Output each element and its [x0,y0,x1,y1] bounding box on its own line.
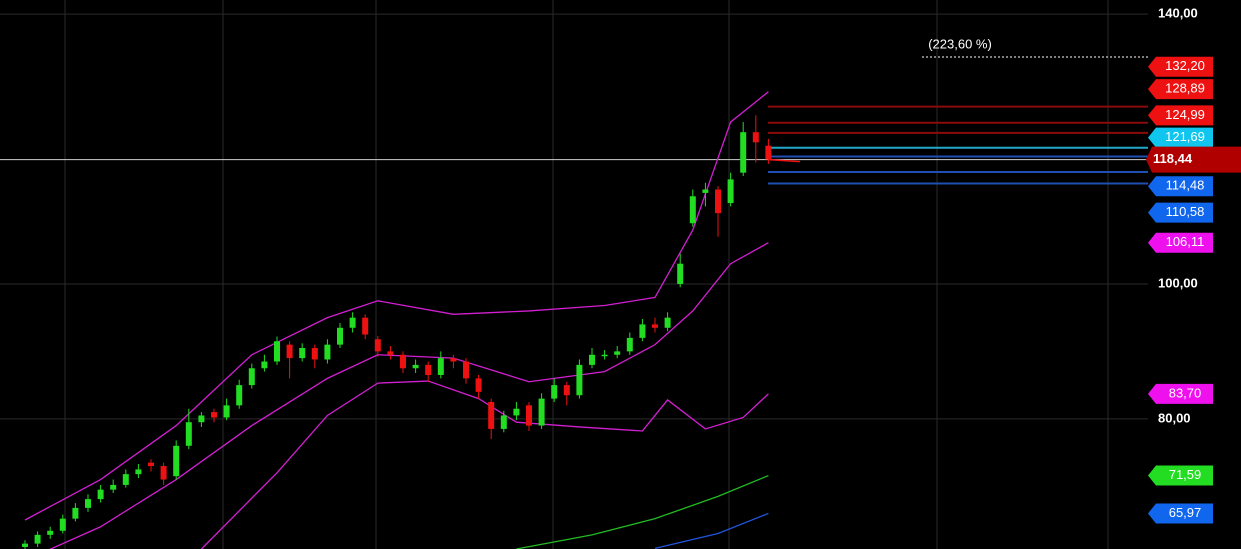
y-tick-label: 140,00 [1158,6,1198,21]
price-tag-label: 71,59 [1169,467,1202,482]
candle-body [324,344,331,360]
candle-body [211,412,217,418]
indicator-line [516,474,769,549]
candle-body [148,462,154,467]
candle-body [614,351,621,355]
price-tag [1148,56,1213,77]
candle-body [563,385,570,396]
candle-body [248,368,255,386]
price-tag [1148,383,1213,404]
candle-body [526,405,532,426]
candle-body [765,145,772,160]
candle-body [85,499,91,508]
candle-body [122,474,129,485]
candle-body [677,263,684,284]
candle-body [500,415,507,429]
candle-body [59,518,66,531]
candle-body [513,408,520,416]
candle-body [135,469,142,475]
candle-body [72,507,79,519]
indicator-line [24,91,769,521]
candle-body [47,530,54,535]
price-tag-label: 65,97 [1169,505,1202,520]
last-price-tag [1146,146,1241,173]
candle-body [752,132,759,143]
annotation: (223,60 %) [928,36,992,51]
candle-body [639,324,646,338]
price-tag-label: 124,99 [1165,107,1205,122]
price-tag-label: 83,70 [1169,385,1202,400]
candle-body [299,348,306,359]
price-tag-label: 106,11 [1166,234,1205,249]
candle-body [274,341,280,362]
candle-body [702,189,709,193]
candle-body [374,339,381,352]
last-price-tail [768,158,801,163]
candle-body [589,354,595,365]
candle-body [689,196,696,224]
price-tag [1148,232,1213,253]
y-tick-label: 100,00 [1158,275,1198,290]
price-tag-label: 132,20 [1165,58,1205,73]
candle-body [576,364,583,396]
candle-body [475,378,482,392]
indicator-line [654,512,769,549]
time-grid [64,0,1109,549]
candle-body [538,398,545,426]
indicator-line [200,380,769,549]
price-tag [1148,127,1213,148]
candle-body [652,324,658,328]
candle-body [198,415,205,423]
candle-body [715,189,721,214]
candle-body [387,351,394,355]
candle-body [337,327,343,345]
candle-body [261,361,268,369]
candle-body [185,422,192,446]
candle-body [236,385,243,406]
last-price-label: 118,44 [1153,151,1193,166]
candle-body [223,405,230,418]
candle-body [97,489,104,500]
price-tag [1148,503,1213,524]
candle-body [601,354,608,357]
candle-body [34,534,41,544]
candle-body [22,543,28,547]
candle-body [286,344,293,359]
candle-body [425,364,432,375]
candle-body [311,348,318,360]
candle-body [551,385,558,399]
candle-body [362,317,369,335]
price-tag [1148,202,1213,223]
candle-body [437,358,444,375]
candle-body [349,317,356,328]
candle-body [110,484,117,490]
y-tick-label: 80,00 [1158,410,1191,425]
candle-body [463,361,469,379]
candle-body [400,354,406,369]
price-tag [1148,176,1213,197]
candle-body [160,466,167,480]
candle-body [173,445,180,477]
price-tag [1148,79,1213,100]
price-tag-label: 110,58 [1166,204,1205,219]
price-tag-label: 114,48 [1166,178,1205,193]
candle-body [450,358,457,362]
candle-body [488,401,495,429]
price-tag [1148,105,1213,126]
price-tag-label: 121,69 [1165,129,1205,144]
candle-body [740,132,747,173]
candle-body [727,179,734,204]
candle-body [412,364,419,369]
price-tag [1148,465,1213,486]
candle-body [626,337,633,352]
candle-body [664,317,671,328]
price-tag-label: 128,89 [1165,81,1205,96]
